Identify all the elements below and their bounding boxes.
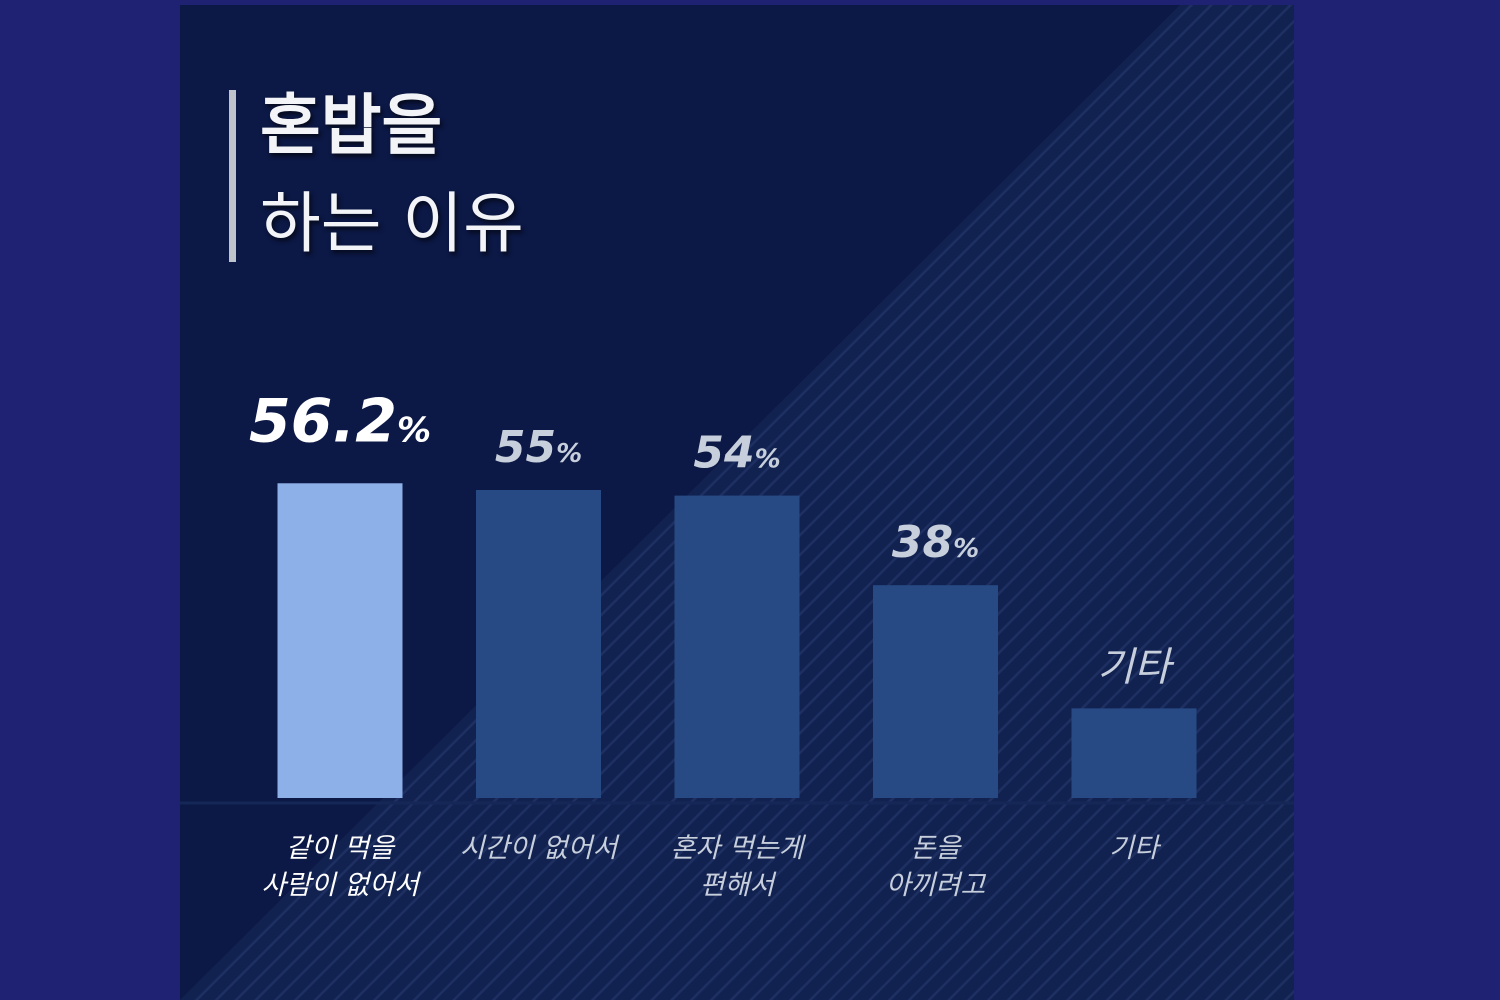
value-label-3: 54%	[693, 428, 780, 479]
title-accent-bar	[229, 90, 236, 262]
bar-chart: 56.2% 같이 먹을 사람이 없어서 55% 시간이 없어서 54% 혼자 먹는게 편해서 3…	[180, 386, 1294, 901]
bar-2	[476, 490, 601, 798]
bar-5	[1071, 708, 1197, 798]
chart-panel: 혼밥을 하는 이유 56.2% 같이 먹을 사람이 없어서 55% 시간이 없어서 54%…	[180, 5, 1294, 1000]
category-label-2: 시간이 없어서	[460, 833, 621, 864]
chart-title-line-1: 혼밥을	[260, 87, 443, 164]
value-label-5: 기타	[1097, 644, 1175, 690]
value-label-1: 56.2%	[249, 386, 431, 456]
value-label-2: 55%	[495, 422, 582, 473]
chart-title-line-2: 하는 이유	[260, 185, 524, 262]
category-label-1: 같이 먹을 사람이 없어서	[261, 833, 422, 901]
category-label-5: 기타	[1109, 833, 1162, 864]
value-label-4: 38%	[892, 517, 979, 568]
bar-4	[873, 585, 998, 798]
category-label-3: 혼자 먹는게 편해서	[671, 833, 807, 901]
category-label-4: 돈을 아끼려고	[886, 833, 987, 901]
bar-3	[674, 495, 800, 798]
bar-1	[277, 483, 403, 798]
